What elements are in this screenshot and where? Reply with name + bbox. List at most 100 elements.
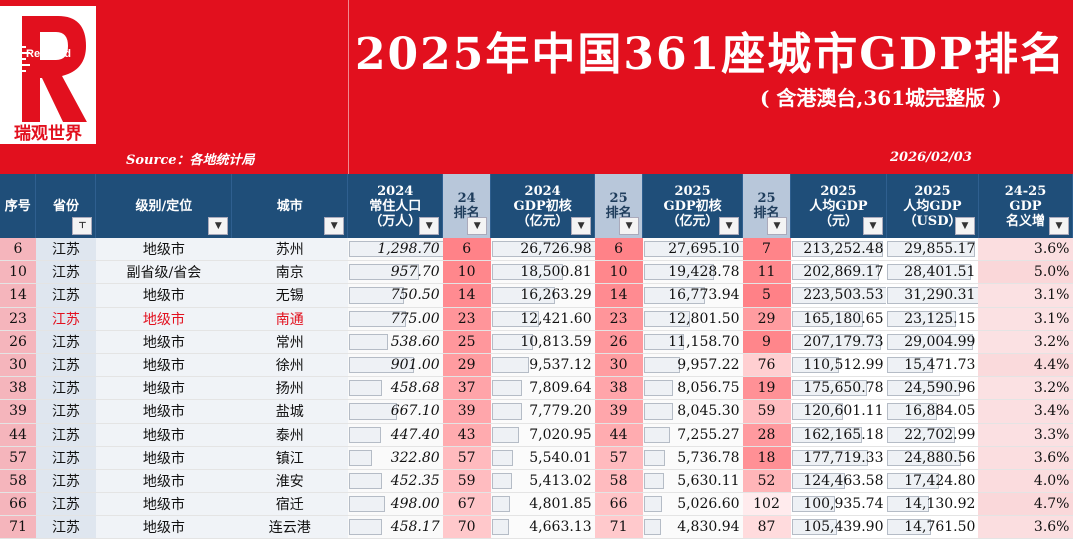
cell-per-capita-cny[interactable]: 177,719.33 (790, 446, 887, 470)
cell-gdp-2025[interactable]: 4,830.94 (642, 515, 743, 539)
cell-seq[interactable]: 58 (0, 469, 36, 494)
cell-per-capita-cny[interactable]: 100,935.74 (790, 492, 887, 517)
cell-per-capita-usd[interactable]: 24,880.56 (886, 446, 979, 470)
cell-growth[interactable]: 3.6% (978, 446, 1073, 470)
cell-rank-2024[interactable]: 23 (442, 307, 491, 331)
cell-rank-2024[interactable]: 43 (442, 423, 491, 447)
cell-rank-per-capita[interactable]: 5 (742, 283, 791, 308)
cell-per-capita-usd[interactable]: 22,702.99 (886, 423, 979, 447)
cell-per-capita-cny[interactable]: 110,512.99 (790, 353, 887, 378)
table-row[interactable]: 39 江苏 地级市 盐城 667.10 39 7,779.20 39 8,045.30 59 120… (0, 399, 1073, 424)
cell-rank-per-capita[interactable]: 87 (742, 515, 791, 539)
cell-province[interactable]: 江苏 (35, 446, 96, 470)
cell-rank-2024[interactable]: 70 (442, 515, 491, 539)
cell-province[interactable]: 江苏 (35, 330, 96, 354)
cell-rank-2024[interactable]: 37 (442, 376, 491, 401)
cell-rank-2025[interactable]: 39 (594, 399, 643, 424)
cell-rank-2025[interactable]: 6 (594, 238, 643, 262)
table-row[interactable]: 66 江苏 地级市 宿迁 498.00 67 4,801.85 66 5,026.60 102 10… (0, 492, 1073, 517)
cell-province[interactable]: 江苏 (35, 492, 96, 517)
cell-level[interactable]: 地级市 (95, 330, 232, 354)
cell-rank-2024[interactable]: 6 (442, 238, 491, 262)
cell-gdp-2024[interactable]: 7,809.64 (490, 376, 595, 401)
cell-population[interactable]: 775.00 (347, 307, 443, 331)
cell-city[interactable]: 南京 (231, 260, 348, 285)
cell-population[interactable]: 498.00 (347, 492, 443, 517)
table-row[interactable]: 44 江苏 地级市 泰州 447.40 43 7,020.95 44 7,255.27 28 162… (0, 423, 1073, 447)
cell-gdp-2024[interactable]: 16,263.29 (490, 283, 595, 308)
cell-rank-per-capita[interactable]: 52 (742, 469, 791, 494)
cell-gdp-2024[interactable]: 4,801.85 (490, 492, 595, 517)
cell-rank-2024[interactable]: 14 (442, 283, 491, 308)
cell-gdp-2024[interactable]: 12,421.60 (490, 307, 595, 331)
cell-per-capita-usd[interactable]: 28,401.51 (886, 260, 979, 285)
cell-seq[interactable]: 66 (0, 492, 36, 517)
cell-city[interactable]: 常州 (231, 330, 348, 354)
cell-population[interactable]: 458.17 (347, 515, 443, 539)
cell-population[interactable]: 452.35 (347, 469, 443, 494)
cell-city[interactable]: 淮安 (231, 469, 348, 494)
table-row[interactable]: 26 江苏 地级市 常州 538.60 25 10,813.59 26 11,158.70 9 20… (0, 330, 1073, 354)
cell-province[interactable]: 江苏 (35, 469, 96, 494)
cell-per-capita-cny[interactable]: 207,179.73 (790, 330, 887, 354)
cell-seq[interactable]: 10 (0, 260, 36, 285)
cell-seq[interactable]: 44 (0, 423, 36, 447)
table-row[interactable]: 23 江苏 地级市 南通 775.00 23 12,421.60 23 12,801.50 29 1… (0, 307, 1073, 331)
cell-per-capita-cny[interactable]: 165,180.65 (790, 307, 887, 331)
filter-dropdown-icon[interactable]: ▼ (208, 217, 229, 235)
cell-gdp-2024[interactable]: 26,726.98 (490, 238, 595, 262)
cell-rank-per-capita[interactable]: 18 (742, 446, 791, 470)
cell-seq[interactable]: 57 (0, 446, 36, 470)
cell-rank-2025[interactable]: 26 (594, 330, 643, 354)
cell-rank-2024[interactable]: 39 (442, 399, 491, 424)
filter-active-icon[interactable]: ⊤ (72, 217, 93, 235)
filter-dropdown-icon[interactable]: ▼ (719, 217, 740, 235)
table-row[interactable]: 14 江苏 地级市 无锡 750.50 14 16,263.29 14 16,773.94 5 22… (0, 283, 1073, 308)
cell-rank-2025[interactable]: 66 (594, 492, 643, 517)
table-row[interactable]: 10 江苏 副省级/省会 南京 957.70 10 18,500.81 10 19,428.78… (0, 260, 1073, 285)
cell-rank-per-capita[interactable]: 59 (742, 399, 791, 424)
cell-gdp-2025[interactable]: 12,801.50 (642, 307, 743, 331)
cell-city[interactable]: 苏州 (231, 238, 348, 262)
filter-dropdown-icon[interactable]: ▼ (324, 217, 345, 235)
cell-province[interactable]: 江苏 (35, 283, 96, 308)
cell-gdp-2025[interactable]: 8,045.30 (642, 399, 743, 424)
cell-growth[interactable]: 3.2% (978, 330, 1073, 354)
cell-gdp-2025[interactable]: 8,056.75 (642, 376, 743, 401)
cell-gdp-2025[interactable]: 11,158.70 (642, 330, 743, 354)
cell-gdp-2024[interactable]: 7,779.20 (490, 399, 595, 424)
cell-growth[interactable]: 3.1% (978, 307, 1073, 331)
cell-population[interactable]: 750.50 (347, 283, 443, 308)
cell-province[interactable]: 江苏 (35, 376, 96, 401)
cell-gdp-2024[interactable]: 5,413.02 (490, 469, 595, 494)
cell-population[interactable]: 458.68 (347, 376, 443, 401)
cell-seq[interactable]: 30 (0, 353, 36, 378)
cell-per-capita-cny[interactable]: 223,503.53 (790, 283, 887, 308)
cell-level[interactable]: 地级市 (95, 238, 232, 262)
cell-seq[interactable]: 23 (0, 307, 36, 331)
cell-gdp-2024[interactable]: 10,813.59 (490, 330, 595, 354)
cell-per-capita-cny[interactable]: 124,463.58 (790, 469, 887, 494)
cell-province[interactable]: 江苏 (35, 307, 96, 331)
cell-per-capita-usd[interactable]: 29,855.17 (886, 238, 979, 262)
cell-growth[interactable]: 3.3% (978, 423, 1073, 447)
cell-population[interactable]: 322.80 (347, 446, 443, 470)
cell-gdp-2024[interactable]: 18,500.81 (490, 260, 595, 285)
cell-seq[interactable]: 6 (0, 238, 36, 262)
cell-rank-2025[interactable]: 44 (594, 423, 643, 447)
table-row[interactable]: 6 江苏 地级市 苏州 1,298.70 6 26,726.98 6 27,695.10 7 213… (0, 238, 1073, 262)
cell-per-capita-cny[interactable]: 120,601.11 (790, 399, 887, 424)
cell-per-capita-usd[interactable]: 15,471.73 (886, 353, 979, 378)
cell-rank-per-capita[interactable]: 29 (742, 307, 791, 331)
cell-city[interactable]: 扬州 (231, 376, 348, 401)
cell-province[interactable]: 江苏 (35, 260, 96, 285)
cell-level[interactable]: 地级市 (95, 469, 232, 494)
cell-per-capita-cny[interactable]: 105,439.90 (790, 515, 887, 539)
cell-per-capita-usd[interactable]: 14,761.50 (886, 515, 979, 539)
cell-growth[interactable]: 3.2% (978, 376, 1073, 401)
cell-rank-2025[interactable]: 14 (594, 283, 643, 308)
cell-seq[interactable]: 71 (0, 515, 36, 539)
filter-dropdown-icon[interactable]: ▼ (619, 217, 640, 235)
table-row[interactable]: 71 江苏 地级市 连云港 458.17 70 4,663.13 71 4,830.94 87 10… (0, 515, 1073, 539)
cell-gdp-2025[interactable]: 7,255.27 (642, 423, 743, 447)
